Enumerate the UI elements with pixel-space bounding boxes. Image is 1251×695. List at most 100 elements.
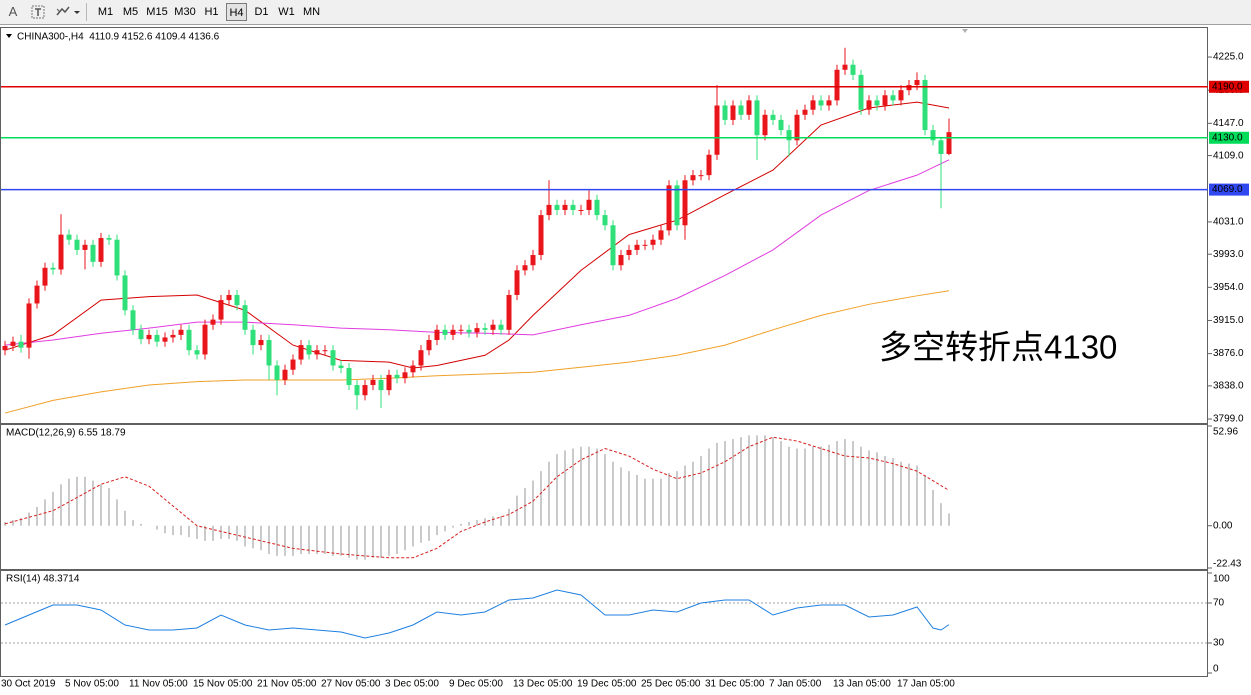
level-label: 4069.0	[1212, 184, 1243, 195]
y-tick-label: 3838.0	[1213, 381, 1244, 392]
candle-body	[866, 100, 872, 110]
candle-body	[490, 324, 496, 330]
candle-body	[202, 324, 208, 355]
candle-body	[346, 368, 352, 386]
candle-body	[66, 234, 72, 240]
candle-body	[642, 244, 648, 246]
candle-body	[522, 265, 528, 271]
candle-body	[562, 204, 568, 210]
candle-body	[298, 345, 304, 360]
candle-body	[498, 324, 504, 330]
candle-body	[818, 100, 824, 106]
timeframe-button[interactable]: H4	[226, 3, 247, 21]
timeframe-button[interactable]: M30	[174, 6, 196, 18]
candle-body	[810, 100, 816, 110]
dropdown-arrow[interactable]	[73, 3, 81, 21]
candle-body	[834, 69, 840, 101]
shapes-button[interactable]	[54, 3, 74, 21]
candle-body	[274, 365, 280, 380]
candle-body	[322, 350, 328, 352]
candle-body	[586, 199, 592, 210]
timeframe-button[interactable]: M15	[146, 6, 168, 18]
candle-body	[34, 285, 40, 304]
y-tick-label: 52.96	[1213, 427, 1238, 438]
candle-body	[146, 334, 152, 340]
x-tick-label: 25 Dec 05:00	[641, 679, 701, 690]
label-tool-button[interactable]	[28, 3, 48, 21]
candle-body	[210, 319, 216, 325]
candle-body	[434, 329, 440, 341]
candle-body	[514, 270, 520, 295]
timeframe-button[interactable]: W1	[278, 6, 295, 18]
candle-body	[626, 249, 632, 256]
candle-body	[42, 267, 48, 286]
candle-body	[658, 230, 664, 240]
candle-body	[290, 359, 296, 370]
candle-body	[258, 340, 264, 346]
candle-body	[330, 350, 336, 366]
icon	[56, 6, 70, 16]
candle-body	[890, 95, 896, 101]
candle-body	[250, 329, 256, 346]
candle-body	[706, 154, 712, 176]
candle-body	[578, 209, 584, 211]
level-label-box	[1209, 131, 1249, 144]
candle-body	[506, 294, 512, 330]
candle-body	[162, 337, 168, 342]
candle-body	[338, 365, 344, 369]
level-label-box	[1209, 183, 1249, 196]
timeframe-button[interactable]: M1	[97, 6, 114, 18]
x-tick-label: 27 Nov 05:00	[321, 679, 381, 690]
candle-body	[370, 379, 376, 386]
candle-body	[98, 238, 104, 262]
candle-body	[242, 305, 248, 330]
y-tick-label: 4147.0	[1213, 118, 1244, 129]
y-tick-label: 100	[1213, 574, 1230, 585]
timeframe-button[interactable]: M5	[122, 6, 139, 18]
candle-body	[722, 105, 728, 120]
candle-body	[306, 345, 312, 355]
level-label-box	[1209, 80, 1249, 93]
candle-body	[858, 74, 864, 110]
candle-body	[610, 225, 616, 266]
candle-body	[730, 105, 736, 120]
candle-body	[114, 239, 120, 276]
candle-body	[362, 385, 368, 396]
candle-body	[570, 204, 576, 210]
candle-body	[266, 340, 272, 366]
candle-body	[90, 244, 96, 262]
candle-body	[154, 334, 160, 342]
candle-body	[234, 294, 240, 306]
timeframe-button[interactable]: H1	[204, 6, 219, 18]
candle-body	[186, 329, 192, 351]
candle-body	[450, 329, 456, 335]
candle-body	[690, 175, 696, 181]
main-pane-frame	[0, 27, 1208, 424]
chart: 4225.04186.04147.04109.04031.03993.03954…	[0, 27, 1249, 690]
timeframe-button[interactable]: D1	[254, 6, 269, 18]
x-tick-label: 31 Dec 05:00	[705, 679, 765, 690]
candle-body	[906, 85, 912, 91]
candle-body	[442, 329, 448, 335]
candle-body	[946, 132, 952, 154]
x-tick-label: 19 Dec 05:00	[577, 679, 637, 690]
x-tick-label: 5 Nov 05:00	[65, 679, 119, 690]
candle-body	[682, 180, 688, 226]
candle-body	[386, 374, 392, 391]
candle-body	[426, 340, 432, 351]
candle-body	[74, 239, 80, 250]
candle-body	[554, 204, 560, 210]
timeframe-button[interactable]: MN	[302, 6, 321, 18]
candle-body	[218, 300, 224, 320]
candle-body	[58, 234, 64, 270]
separator	[86, 3, 87, 21]
text-tool-button[interactable]: A	[8, 4, 18, 19]
signal-line	[4, 436, 950, 559]
x-tick-label: 7 Jan 05:00	[769, 679, 822, 690]
x-tick-label: 15 Nov 05:00	[193, 679, 253, 690]
x-tick-label: 30 Oct 2019	[1, 679, 56, 690]
y-tick-label: 70	[1213, 598, 1225, 609]
candle-body	[410, 365, 416, 373]
y-tick-label: 3993.0	[1213, 249, 1244, 260]
toolbar: A M1 M5 M15 M30 H1 H4 D1 W1 MN	[0, 0, 1251, 25]
